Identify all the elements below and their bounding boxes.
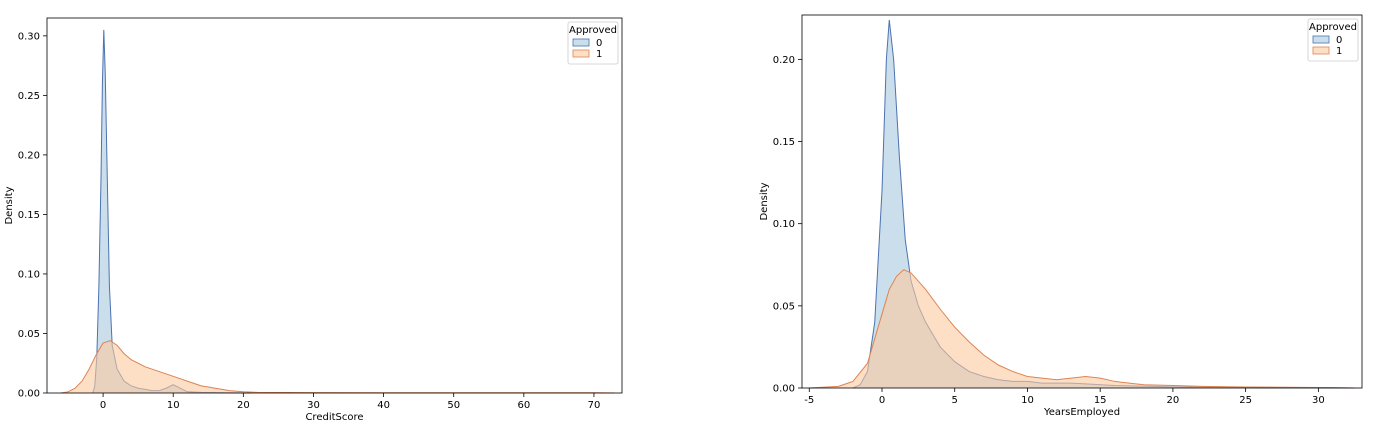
legend-label-0: 0	[596, 38, 602, 49]
y-axis-label: Density	[759, 182, 770, 220]
legend-label-1: 1	[1336, 46, 1342, 57]
x-axis: -5 0 5 10 15 20 25 30	[804, 388, 1325, 406]
density-area-0	[92, 29, 251, 394]
density-areas	[809, 19, 1355, 389]
legend-label-1: 1	[596, 49, 602, 60]
x-tick-label: 40	[377, 400, 390, 411]
y-tick-label: 0.20	[18, 150, 40, 161]
legend-swatch-1	[1312, 46, 1330, 55]
density-line-1	[60, 340, 615, 394]
density-area-1	[809, 269, 1355, 388]
y-tick-label: 0.10	[773, 219, 795, 230]
x-tick-label: 30	[307, 400, 320, 411]
density-areas	[60, 29, 615, 394]
x-axis-label: YearsEmployed	[1043, 407, 1120, 418]
chart-credit-score: 0 10 20 30 40 50 60 70 0.000.050.100.150.200.25…	[4, 17, 623, 421]
axes-frame	[801, 14, 1363, 389]
x-tick-label: 25	[1239, 395, 1252, 406]
y-tick-label: 0.00	[773, 384, 795, 395]
x-tick-label: 0	[879, 395, 885, 406]
x-axis: 0 10 20 30 40 50 60 70	[100, 393, 600, 411]
x-tick-label: 20	[237, 400, 250, 411]
legend-swatch-1	[572, 49, 590, 58]
y-tick-label: 0.15	[773, 137, 795, 148]
axes-frame	[46, 17, 623, 394]
y-tick-label: 0.10	[18, 269, 40, 280]
x-tick-label: 50	[447, 400, 460, 411]
density-area-1	[61, 340, 615, 393]
x-tick-label: 15	[1094, 395, 1107, 406]
y-tick-label: 0.05	[18, 329, 40, 340]
legend: Approved 0 1	[1307, 18, 1359, 62]
y-tick-label: 0.00	[18, 389, 40, 400]
legend-swatch-0	[1312, 35, 1330, 44]
x-tick-label: 0	[100, 400, 106, 411]
x-tick-label: 70	[588, 400, 601, 411]
x-tick-label: -5	[804, 395, 814, 406]
x-tick-label: 10	[167, 400, 180, 411]
y-axis: 0.00 0.05 0.10 0.15 0.20	[773, 55, 802, 395]
y-tick-label: 0.15	[18, 210, 40, 221]
x-tick-label: 20	[1167, 395, 1180, 406]
y-axis-label: Density	[4, 186, 15, 224]
legend-title: Approved	[1309, 22, 1357, 33]
x-tick-label: 10	[1021, 395, 1034, 406]
x-axis-label: CreditScore	[305, 412, 363, 421]
x-tick-label: 60	[517, 400, 530, 411]
legend: Approved 0 1	[567, 21, 619, 65]
y-tick-label: 0.20	[773, 55, 795, 66]
legend-label-0: 0	[1336, 35, 1342, 46]
y-axis: 0.00 0.05 0.10 0.15 0.20 0.25 0.30	[18, 31, 47, 400]
density-line-0	[92, 29, 251, 394]
y-tick-label: 0.30	[18, 31, 40, 42]
y-tick-label: 0.05	[773, 301, 795, 312]
y-tick-label: 0.25	[18, 91, 40, 102]
legend-swatch-0	[572, 38, 590, 47]
x-tick-label: 30	[1312, 395, 1325, 406]
legend-title: Approved	[569, 25, 617, 36]
chart-years-employed: -5 0 5 10 15 20 25 30 0.000.050.100.150.20 Year…	[759, 14, 1363, 418]
density-line-1	[809, 269, 1355, 389]
x-tick-label: 5	[952, 395, 958, 406]
